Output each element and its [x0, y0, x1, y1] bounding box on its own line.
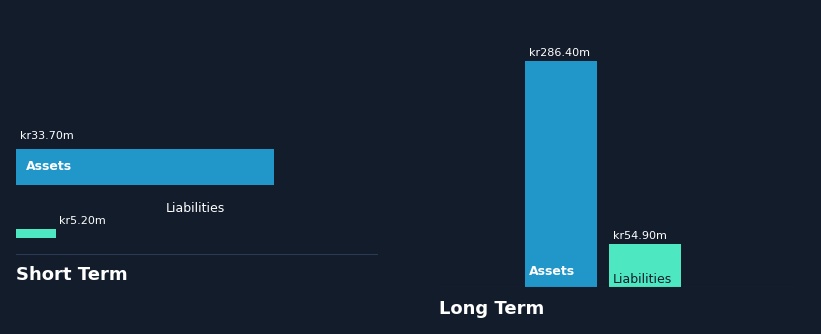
Text: Liabilities: Liabilities — [613, 273, 672, 286]
Bar — [609, 244, 681, 287]
Bar — [16, 229, 56, 238]
Text: kr54.90m: kr54.90m — [613, 231, 667, 241]
Text: Long Term: Long Term — [439, 300, 544, 318]
Text: Liabilities: Liabilities — [166, 202, 225, 215]
Text: kr5.20m: kr5.20m — [58, 216, 105, 226]
Text: Assets: Assets — [530, 265, 576, 278]
Bar — [525, 61, 597, 287]
Text: Short Term: Short Term — [16, 266, 128, 284]
Text: kr33.70m: kr33.70m — [21, 131, 74, 141]
Bar — [16, 149, 274, 185]
Text: Assets: Assets — [25, 161, 71, 173]
Text: kr286.40m: kr286.40m — [530, 48, 590, 58]
